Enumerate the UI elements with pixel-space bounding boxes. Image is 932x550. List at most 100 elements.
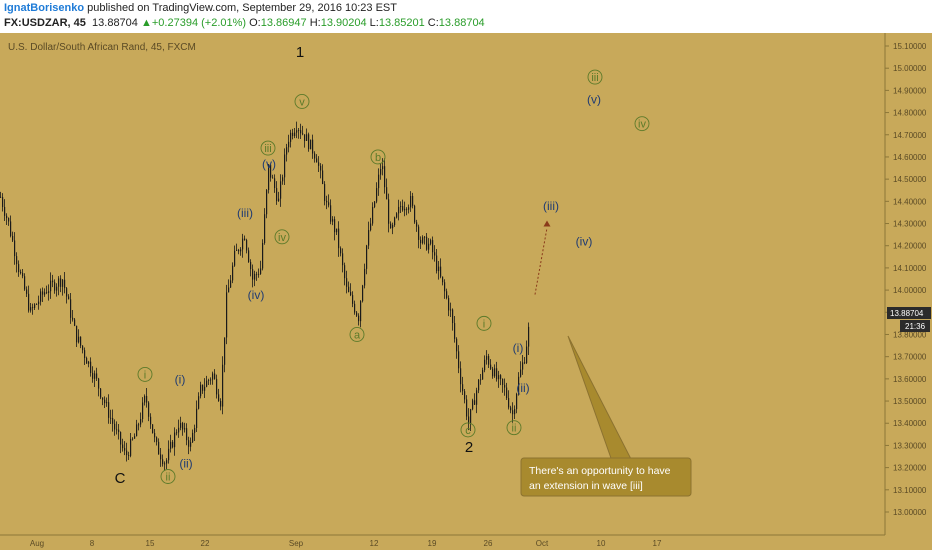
candle-body [306,134,308,141]
candle-body [136,424,138,437]
candle-body [132,438,134,440]
candle-body [100,388,102,398]
candle-body [40,291,42,302]
projection-arrow-head [543,220,551,227]
y-tick-label: 14.40000 [893,197,927,206]
candle-body [362,285,364,302]
candle-body [448,298,450,311]
candle-body [418,226,420,240]
price-tag-text: 13.88704 [890,309,924,318]
x-tick-label: 12 [370,539,379,548]
x-tick-label: 8 [90,539,95,548]
high-label: H: [309,17,321,29]
candle-body [494,368,496,377]
candle-body [488,356,490,365]
candle-body [282,177,284,182]
candle-body [254,273,256,280]
candle-body [188,440,190,447]
candle-body [252,269,254,280]
y-tick-label: 13.00000 [893,508,927,517]
y-tick-label: 14.10000 [893,264,927,273]
candle-body [158,441,160,455]
x-tick-label: 15 [146,539,155,548]
wave-label-minute: (ii) [516,381,529,395]
candle-body [450,309,452,311]
candle-body [514,409,516,415]
candle-body [82,345,84,351]
candle-body [164,463,166,465]
candle-body [26,289,28,294]
candle-body [408,207,410,210]
note-line-1: There's an opportunity to have [529,465,671,477]
candle-body [300,130,302,134]
y-axis-ticks: 15.10000 15.00000 14.90000 14.80000 14.70000… [885,42,927,517]
x-tick-label: 22 [201,539,210,548]
candle-body [446,291,448,299]
candle-body [14,240,16,257]
time-tag-box [900,320,930,332]
candle-body [414,205,416,223]
candle-body [394,217,396,226]
wave-label-circle [137,366,153,382]
y-tick-label: 13.70000 [893,353,927,362]
x-tick-label: 10 [597,539,606,548]
candle-body [194,428,196,433]
wave-labels: C12iiiiiiivvabciiiiiiiv(i)(ii)(iii)(iv)(… [115,44,650,487]
candle-body [334,219,336,233]
wave-label-circle [460,422,476,438]
candle-body [428,243,430,250]
x-tick-label: Aug [30,539,44,548]
candle-body [320,165,322,171]
candle-body [484,359,486,371]
candle-body [398,206,400,214]
open-value: 13.86947 [260,17,307,29]
candle-body [30,307,32,311]
candle-body [210,379,212,381]
candle-body [326,200,328,203]
candle-body [268,164,270,190]
high-value: 13.90204 [320,17,367,29]
low-label: L: [369,17,379,29]
candle-body [4,206,6,216]
up-arrow-icon: ▲ [140,17,152,29]
candle-body [498,375,500,380]
last-price: 13.88704 [92,17,138,29]
price-chart[interactable]: U.S. Dollar/South African Rand, 45, FXCM… [0,33,932,550]
wave-label-circle [370,149,386,165]
chart-title: U.S. Dollar/South African Rand, 45, FXCM [8,42,196,53]
candle-body [338,228,340,249]
candle-body [204,386,206,391]
chart-header: IgnatBorisenko published on TradingView.… [0,0,932,32]
candle-body [274,178,276,189]
candle-body [378,174,380,189]
candle-body [112,418,114,424]
candle-body [260,268,262,274]
candle-body [396,213,398,218]
x-tick-label: 26 [484,539,493,548]
author-link[interactable]: IgnatBorisenko [4,2,85,14]
projection-arrow-line [534,227,548,295]
candle-body [504,384,506,388]
candle-body [374,201,376,207]
candle-body [208,380,210,381]
wave-label-circle [506,420,522,436]
candle-body [524,362,526,364]
candle-body [196,408,198,429]
candle-body [432,240,434,253]
candle-body [438,266,440,272]
candle-body [416,222,418,227]
candle-body [120,432,122,445]
candle-body [490,364,492,369]
candle-body [180,423,182,428]
candle-body [352,295,354,304]
wave-label-major: 2 [465,439,473,456]
candle-body [250,261,252,270]
candle-body [296,130,298,133]
candle-body [226,292,228,338]
candle-body [206,380,208,387]
candle-body [310,139,312,150]
wave-label-minute: (i) [513,341,524,355]
candle-body [272,177,274,179]
candle-body [452,309,454,324]
candle-body [322,170,324,185]
